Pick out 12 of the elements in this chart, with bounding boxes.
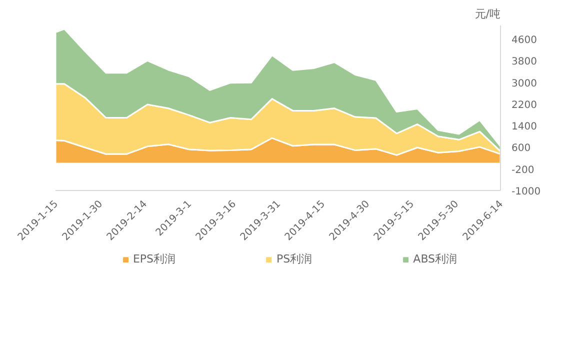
legend-label: PS利润 bbox=[276, 252, 312, 266]
y-tick-label: 600 bbox=[512, 143, 531, 154]
y-tick-label: 3000 bbox=[512, 78, 537, 90]
y-tick-label: 1400 bbox=[512, 122, 537, 133]
legend-label: ABS利润 bbox=[413, 252, 458, 266]
y-tick-label: -1000 bbox=[512, 186, 541, 198]
y-axis-title: 元/吨 bbox=[474, 8, 501, 20]
y-tick-label: 3800 bbox=[512, 56, 537, 68]
legend-label: EPS利润 bbox=[132, 252, 176, 266]
y-tick-label: 2200 bbox=[512, 100, 537, 111]
y-tick-label: -200 bbox=[512, 164, 534, 176]
y-tick-label: 4600 bbox=[512, 35, 537, 46]
